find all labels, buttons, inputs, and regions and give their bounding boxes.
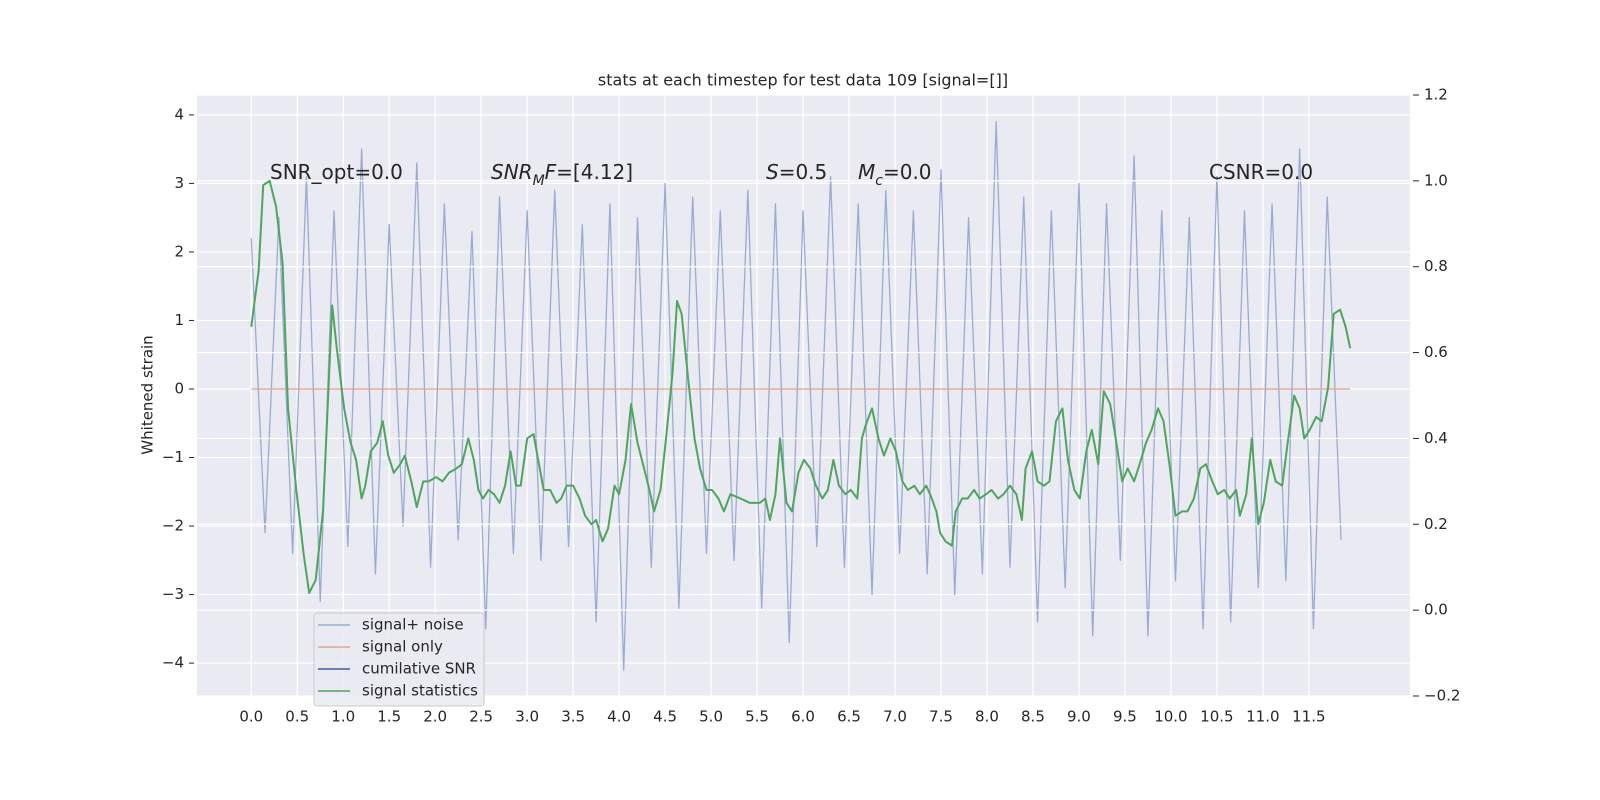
y-tick-label: 2: [174, 242, 184, 260]
data-y2: [250, 179, 1352, 594]
grid-y2: [197, 94, 1410, 697]
y-tick-label: −1: [162, 448, 184, 466]
grid: [197, 95, 1410, 696]
x-tick-label: 10.0: [1154, 708, 1187, 726]
x-tick-label: 4.0: [607, 708, 631, 726]
x-tick-label: 6.0: [791, 708, 815, 726]
x-tick-label: 7.5: [929, 708, 953, 726]
annotation: Mc=0.0: [858, 160, 932, 190]
annotation-part: =0.5: [779, 160, 828, 184]
legend-label: cumilative SNR: [362, 660, 476, 678]
x-tick-label: 1.0: [331, 708, 355, 726]
y2-tick-label: 0.8: [1424, 257, 1448, 275]
x-tick-label: 6.5: [837, 708, 861, 726]
y-tick-label: −4: [162, 654, 184, 672]
x-tick-label: 3.5: [561, 708, 585, 726]
data: [250, 121, 1351, 671]
x-tick-label: 4.5: [653, 708, 677, 726]
legend-label: signal statistics: [362, 682, 478, 700]
y-tick-label: 4: [174, 105, 184, 123]
legend-label: signal only: [362, 638, 443, 656]
x-tick-label: 11.5: [1292, 708, 1325, 726]
y2-tick-label: 1.0: [1424, 171, 1448, 189]
x-tick-label: 10.5: [1200, 708, 1233, 726]
legend: signal+ noise signal only cumilative SNR si…: [313, 612, 485, 707]
x-tick-label: 5.0: [699, 708, 723, 726]
y2-tick-label: 0.4: [1424, 429, 1448, 447]
annotation: CSNR=0.0: [1209, 160, 1313, 184]
x-tick-label: 11.0: [1246, 708, 1279, 726]
y2-tick-label: 0.0: [1424, 601, 1448, 619]
x-tick-label: 7.0: [883, 708, 907, 726]
annotation-part: M: [533, 173, 545, 189]
legend-box: [313, 612, 485, 707]
annotations: SNR_opt=0.0 SNRMF=[4.12] S=0.5 Mc=0.0 CSNR=0…: [270, 160, 1313, 190]
y2-tick-label: 1.2: [1424, 86, 1448, 104]
x-tick-label: 3.0: [515, 708, 539, 726]
annotation-part: CSNR=0.0: [1209, 160, 1313, 184]
annotation-part: c: [875, 173, 883, 189]
annotation-part: SNR_opt=0.0: [270, 160, 403, 184]
annotation-part: S: [766, 160, 779, 184]
chart-title: stats at each timestep for test data 109…: [598, 71, 1008, 90]
series-line: [250, 179, 1352, 594]
y2-tick-label: 0.6: [1424, 343, 1448, 361]
axes: 0.0 0.5 1.0 1.5 2.0 2.5 3.0 3.5 4.0 4.5 5.0 5.5 6.0 6…: [162, 86, 1461, 726]
y-tick-label: −3: [162, 585, 184, 603]
annotation: SNR_opt=0.0: [270, 160, 403, 184]
annotation: SNRMF=[4.12]: [491, 160, 633, 190]
x-tick-label: 8.5: [1021, 708, 1045, 726]
y-tick-label: 0: [174, 379, 184, 397]
annotation: S=0.5: [766, 160, 827, 184]
x-tick-label: 9.5: [1113, 708, 1137, 726]
annotation-part: F: [545, 160, 557, 184]
x-tick-label: 2.5: [469, 708, 493, 726]
annotation-part: M: [858, 160, 875, 184]
y-tick-label: 3: [174, 174, 184, 192]
x-tick-label: 2.0: [423, 708, 447, 726]
annotation-part: =[4.12]: [556, 160, 633, 184]
series-line: [250, 121, 1342, 671]
y2-tick-label: −0.2: [1424, 687, 1460, 705]
x-tick-label: 9.0: [1067, 708, 1091, 726]
annotation-part: SNR: [491, 160, 533, 184]
x-tick-label: 5.5: [745, 708, 769, 726]
annotation-part: =0.0: [883, 160, 932, 184]
y-axis-label: Whitened strain: [139, 335, 157, 454]
x-tick-label: 1.5: [377, 708, 401, 726]
y-tick-label: −2: [162, 517, 184, 535]
legend-label: signal+ noise: [362, 616, 464, 634]
x-tick-label: 0.5: [285, 708, 309, 726]
x-tick-label: 8.0: [975, 708, 999, 726]
y2-tick-label: 0.2: [1424, 515, 1448, 533]
x-tick-label: 0.0: [239, 708, 263, 726]
y-tick-label: 1: [174, 311, 184, 329]
